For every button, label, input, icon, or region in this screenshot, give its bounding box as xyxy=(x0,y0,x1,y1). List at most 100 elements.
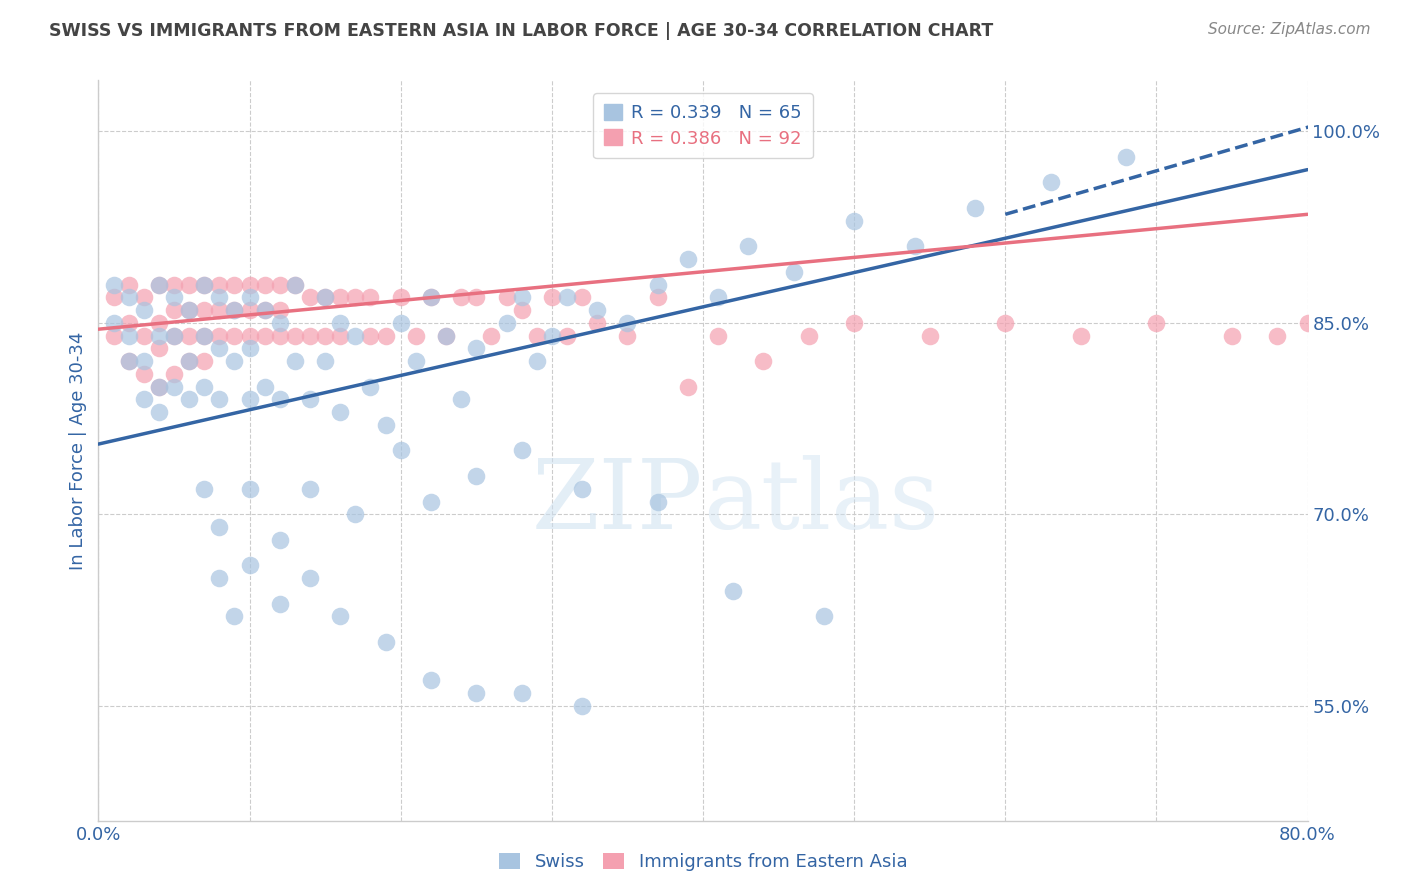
Point xyxy=(450,392,472,407)
Point xyxy=(193,303,215,318)
Point xyxy=(434,328,457,343)
Point xyxy=(1327,328,1350,343)
Point xyxy=(647,290,669,304)
Point xyxy=(269,533,291,547)
Point xyxy=(193,277,215,292)
Point xyxy=(208,342,231,356)
Point xyxy=(179,303,201,318)
Point xyxy=(269,597,291,611)
Point xyxy=(239,303,262,318)
Point xyxy=(526,328,548,343)
Text: ZIP: ZIP xyxy=(531,455,703,549)
Point xyxy=(904,239,927,253)
Point xyxy=(239,277,262,292)
Point xyxy=(510,303,533,318)
Point xyxy=(253,303,276,318)
Point xyxy=(284,277,307,292)
Point xyxy=(434,328,457,343)
Point xyxy=(299,328,322,343)
Point xyxy=(344,508,367,522)
Point xyxy=(118,354,141,368)
Point xyxy=(103,316,125,330)
Point xyxy=(1115,150,1137,164)
Point xyxy=(1039,175,1062,189)
Point xyxy=(737,239,759,253)
Point xyxy=(571,290,593,304)
Point xyxy=(918,328,941,343)
Point xyxy=(239,392,262,407)
Point xyxy=(269,303,291,318)
Point xyxy=(540,328,562,343)
Point xyxy=(465,290,488,304)
Point xyxy=(616,328,638,343)
Point xyxy=(420,290,443,304)
Point xyxy=(314,290,336,304)
Point xyxy=(284,277,307,292)
Point xyxy=(844,316,866,330)
Point xyxy=(103,277,125,292)
Point xyxy=(269,277,291,292)
Point xyxy=(103,290,125,304)
Point xyxy=(284,328,307,343)
Point xyxy=(269,316,291,330)
Point xyxy=(420,673,443,688)
Point xyxy=(510,290,533,304)
Point xyxy=(208,277,231,292)
Point xyxy=(179,277,201,292)
Point xyxy=(208,290,231,304)
Point xyxy=(374,635,396,649)
Point xyxy=(360,379,382,393)
Legend: R = 0.339   N = 65, R = 0.386   N = 92: R = 0.339 N = 65, R = 0.386 N = 92 xyxy=(593,93,813,159)
Point xyxy=(405,354,427,368)
Point xyxy=(163,290,186,304)
Point xyxy=(797,328,820,343)
Point xyxy=(148,379,170,393)
Point xyxy=(179,392,201,407)
Point xyxy=(450,290,472,304)
Point xyxy=(571,482,593,496)
Point xyxy=(555,328,578,343)
Point xyxy=(193,482,215,496)
Point xyxy=(1357,316,1379,330)
Point xyxy=(239,482,262,496)
Point xyxy=(148,277,170,292)
Point xyxy=(344,328,367,343)
Point xyxy=(813,609,835,624)
Point xyxy=(329,405,352,419)
Point xyxy=(148,342,170,356)
Point xyxy=(118,316,141,330)
Point xyxy=(193,328,215,343)
Point xyxy=(1144,316,1167,330)
Point xyxy=(540,290,562,304)
Point xyxy=(314,328,336,343)
Point xyxy=(269,392,291,407)
Point xyxy=(586,316,609,330)
Point xyxy=(586,303,609,318)
Text: Source: ZipAtlas.com: Source: ZipAtlas.com xyxy=(1208,22,1371,37)
Point xyxy=(465,342,488,356)
Point xyxy=(1386,328,1406,343)
Point xyxy=(1267,328,1289,343)
Point xyxy=(148,316,170,330)
Point xyxy=(405,328,427,343)
Point xyxy=(163,328,186,343)
Point xyxy=(374,417,396,432)
Legend: Swiss, Immigrants from Eastern Asia: Swiss, Immigrants from Eastern Asia xyxy=(491,846,915,879)
Point xyxy=(193,328,215,343)
Point xyxy=(208,571,231,585)
Point xyxy=(723,583,745,598)
Point xyxy=(965,201,987,215)
Point xyxy=(148,277,170,292)
Point xyxy=(344,290,367,304)
Point xyxy=(103,328,125,343)
Point xyxy=(329,290,352,304)
Point xyxy=(510,443,533,458)
Point xyxy=(208,520,231,534)
Y-axis label: In Labor Force | Age 30-34: In Labor Force | Age 30-34 xyxy=(69,331,87,570)
Point xyxy=(193,277,215,292)
Point xyxy=(994,316,1017,330)
Point xyxy=(752,354,775,368)
Point xyxy=(163,277,186,292)
Point xyxy=(374,328,396,343)
Point xyxy=(676,252,699,266)
